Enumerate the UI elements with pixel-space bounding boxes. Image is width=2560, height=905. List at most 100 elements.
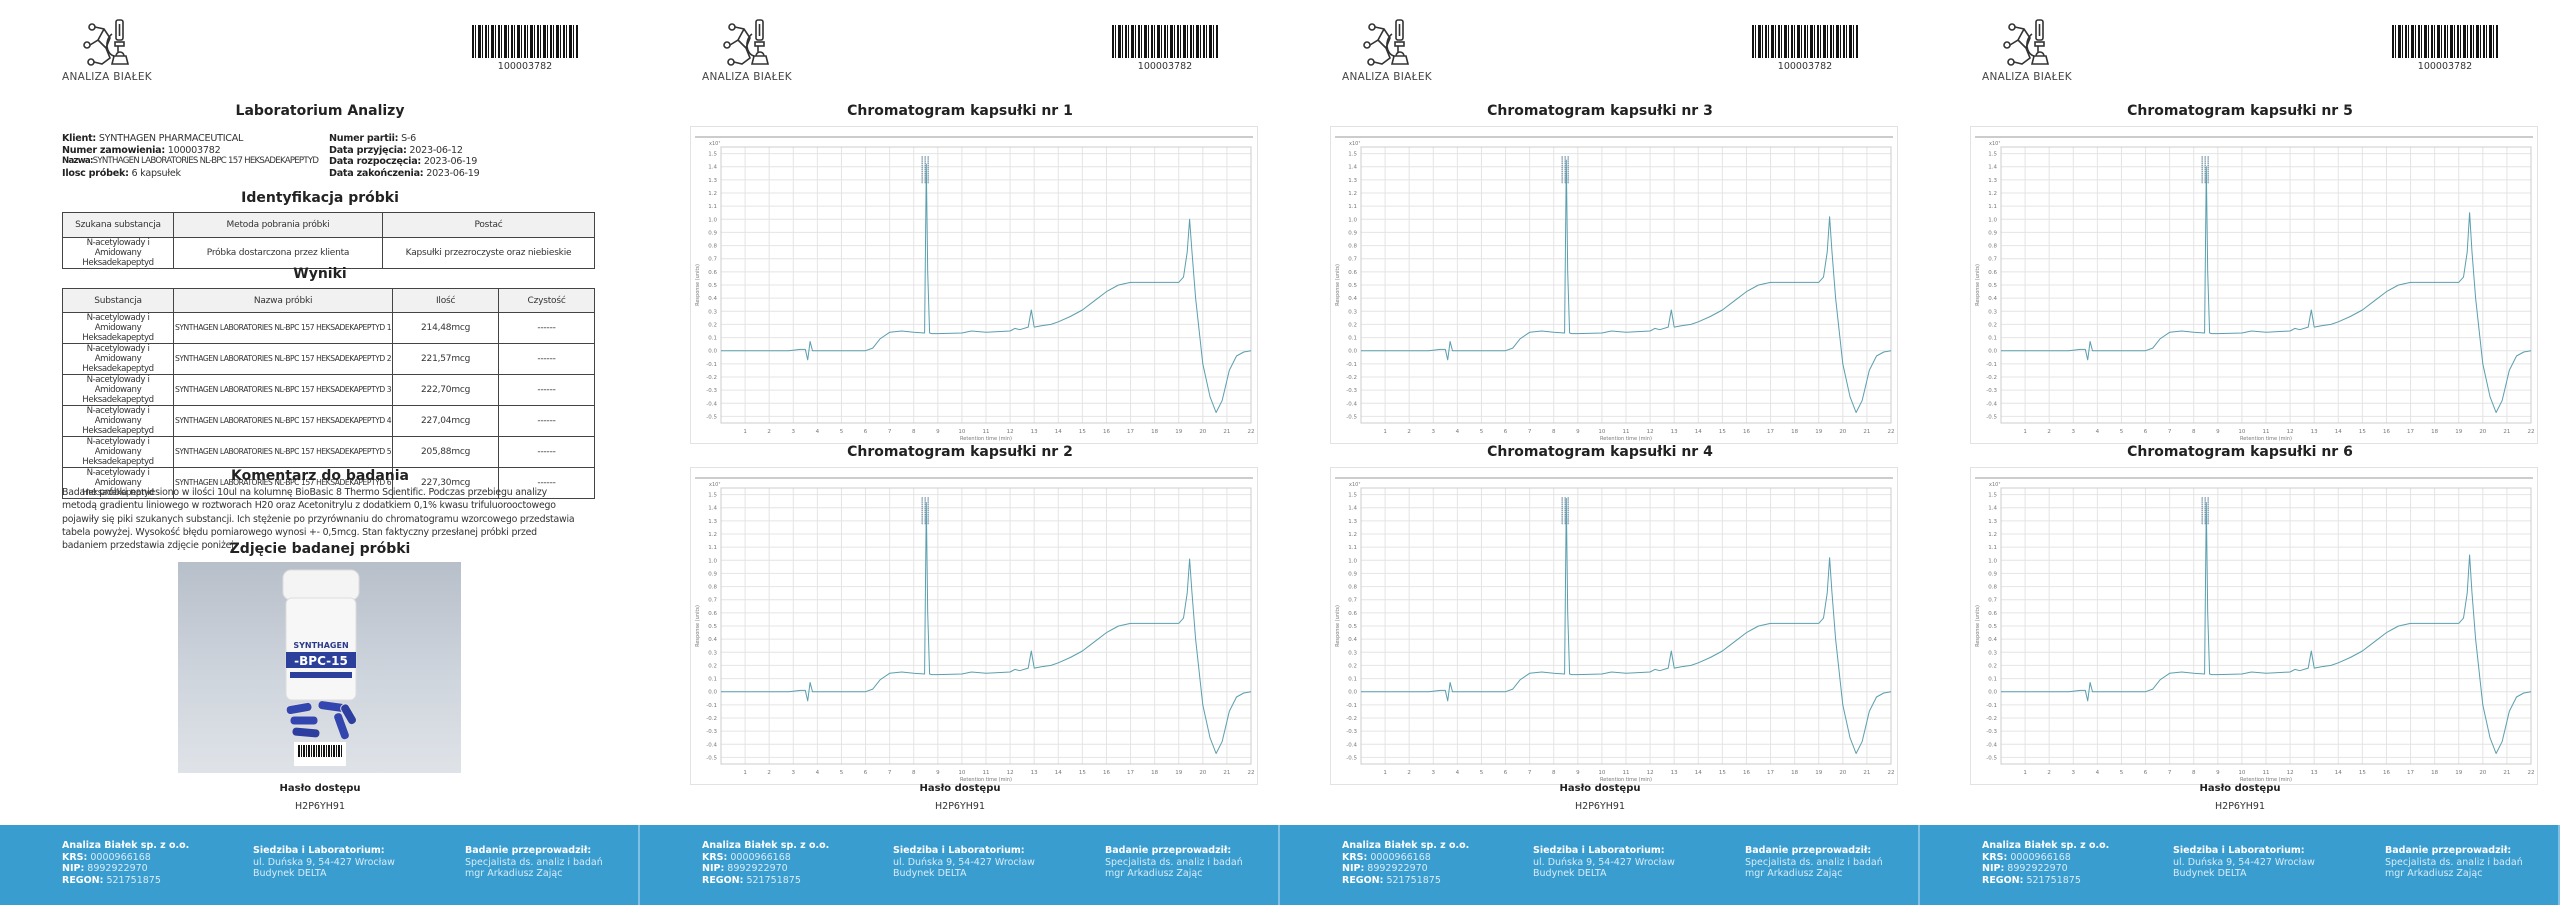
chromatogram-chart: 1 2 3 4 5 6 7 8 9 10 11 12 13 14 15 16 17 18 19 20 21 22 -0.5-…	[1330, 467, 1898, 785]
y-tick-label: -0.5	[706, 414, 717, 420]
table-cell: N-acetylowady i Amidowany Heksadekapepty…	[62, 312, 174, 344]
x-tick-label: 7	[2168, 770, 2172, 776]
x-tick-label: 13	[2311, 429, 2318, 435]
y-tick-label: 0.4	[708, 637, 717, 643]
y-tick-label: 0.8	[1348, 244, 1357, 250]
y-tick-label: 0.1	[1348, 336, 1357, 342]
y-tick-label: 0.9	[1348, 230, 1357, 236]
x-axis-label: Retention time (min)	[2240, 777, 2292, 783]
info-client: Klient: SYNTHAGEN PHARMACEUTICAL	[62, 133, 244, 144]
barcode-number: 100003782	[497, 61, 553, 72]
barcode-number: 100003782	[1137, 61, 1193, 72]
chart-svg: 1 2 3 4 5 6 7 8 9 10 11 12 13 14 15 16 17 18 19 20 21 22-0.5-…	[695, 477, 1255, 783]
svg-text:SYNTHAGEN: SYNTHAGEN	[293, 641, 348, 650]
x-tick-label: 13	[1031, 770, 1038, 776]
access-code: H2P6YH91	[1575, 801, 1625, 812]
report-page-2: ANALIZA BIAŁEK 100003782 Chromatogram ka…	[640, 0, 1280, 905]
x-tick-label: 16	[2383, 429, 2390, 435]
chart-title: Chromatogram kapsułki nr 3	[1487, 103, 1713, 119]
footer-conducted: Badanie przeprowadził: Specjalista ds. an…	[465, 845, 603, 879]
x-tick-label: 8	[912, 429, 916, 435]
y-tick-label: 0.0	[1348, 349, 1357, 355]
table-cell: SYNTHAGEN LABORATORIES NL-BPC 157 HEKSAD…	[172, 436, 394, 468]
x-tick-label: 2	[1407, 429, 1411, 435]
sample-photo: SYNTHAGEN -BPC-15	[178, 562, 461, 773]
y-tick-label: 1.1	[708, 204, 717, 210]
logo-text: ANALIZA BIAŁEK	[1342, 71, 1432, 83]
chart-title: Chromatogram kapsułki nr 4	[1487, 444, 1713, 460]
footer-address: Siedziba i Laboratorium: ul. Duńska 9, 54…	[893, 845, 1035, 879]
x-tick-label: 9	[936, 429, 940, 435]
x-tick-label: 14	[2335, 770, 2342, 776]
x-tick-label: 10	[958, 770, 965, 776]
chromatogram-chart: 1 2 3 4 5 6 7 8 9 10 11 12 13 14 15 16 17 18 19 20 21 22 -0.5-…	[1970, 467, 2538, 785]
table-cell: 227,04mcg	[392, 405, 500, 437]
x-tick-label: 3	[2072, 429, 2076, 435]
y-tick-label: 1.3	[1348, 178, 1357, 184]
barcode-number: 100003782	[1777, 61, 1833, 72]
access-code: H2P6YH91	[295, 801, 345, 812]
y-axis-label: Response (units)	[1335, 605, 1341, 647]
report-page-4: ANALIZA BIAŁEK 100003782 Chromatogram ka…	[1920, 0, 2560, 905]
x-tick-label: 5	[2120, 770, 2124, 776]
x-tick-label: 15	[1719, 429, 1726, 435]
y-tick-label: 0.9	[1988, 230, 1997, 236]
chromatogram-trace	[2001, 502, 2532, 754]
x-tick-label: 11	[1623, 770, 1630, 776]
y-tick-label: 0.9	[708, 230, 717, 236]
x-tick-label: 3	[792, 770, 796, 776]
x-tick-label: 2	[2047, 770, 2051, 776]
y-tick-label: 1.4	[1348, 165, 1357, 171]
x-tick-label: 2	[767, 429, 771, 435]
chromatogram-trace	[1361, 159, 1892, 413]
y-tick-label: 0.7	[1348, 257, 1357, 263]
y-tick-label: 0.9	[1348, 571, 1357, 577]
x-axis-label: Retention time (min)	[1600, 436, 1652, 442]
x-tick-label: 6	[2144, 429, 2148, 435]
y-tick-label: -0.2	[1986, 716, 1997, 722]
y-multiplier-label: x10⁷	[1989, 482, 2000, 488]
y-tick-label: 0.2	[708, 322, 717, 328]
x-tick-label: 19	[2455, 429, 2462, 435]
y-tick-label: 0.2	[1348, 663, 1357, 669]
x-tick-label: 11	[983, 770, 990, 776]
y-multiplier-label: x10⁷	[1349, 141, 1360, 147]
access-label: Hasło dostępu	[279, 783, 361, 794]
y-tick-label: -0.5	[1346, 755, 1357, 761]
table-header-row: Szukana substancja Metoda pobrania próbk…	[62, 212, 595, 238]
x-tick-label: 15	[2359, 429, 2366, 435]
table-cell: N-acetylowady i Amidowany Heksadekapepty…	[62, 374, 174, 406]
table-cell: SYNTHAGEN LABORATORIES NL-BPC 157 HEKSAD…	[172, 374, 394, 406]
x-axis-label: Retention time (min)	[2240, 436, 2292, 442]
table-row: N-acetylowady i Amidowany Heksadekapepty…	[62, 343, 595, 375]
y-tick-label: 0.6	[708, 611, 717, 617]
x-tick-label: 16	[1103, 770, 1110, 776]
y-tick-label: 0.8	[1348, 585, 1357, 591]
x-tick-label: 9	[2216, 429, 2220, 435]
x-tick-label: 7	[888, 429, 892, 435]
access-code: H2P6YH91	[2215, 801, 2265, 812]
x-tick-label: 9	[2216, 770, 2220, 776]
x-tick-label: 8	[1552, 770, 1556, 776]
x-tick-label: 7	[1528, 429, 1532, 435]
y-tick-label: 1.4	[1348, 506, 1357, 512]
table-header: Substancja	[62, 288, 174, 313]
footer: Analiza Białek sp. z o.o. KRS: 0000966168…	[1920, 825, 2560, 905]
x-tick-label: 21	[1863, 429, 1870, 435]
y-tick-label: 0.3	[1988, 309, 1997, 315]
x-tick-label: 12	[1007, 429, 1014, 435]
identification-title: Identyfikacja próbki	[241, 190, 399, 206]
x-tick-label: 4	[1456, 770, 1460, 776]
company-logo: ANALIZA BIAŁEK	[60, 18, 160, 88]
table-header-row: Substancja Nazwa próbki Ilość Czystość	[62, 288, 595, 313]
footer: Analiza Białek sp. z o.o. KRS: 0000966168…	[0, 825, 640, 905]
y-tick-label: -0.4	[706, 742, 717, 748]
y-tick-label: 0.1	[1988, 677, 1997, 683]
x-tick-label: 18	[1151, 770, 1158, 776]
x-tick-label: 5	[1480, 429, 1484, 435]
x-tick-label: 11	[2263, 770, 2270, 776]
y-tick-label: 1.0	[1988, 217, 1997, 223]
x-tick-label: 3	[2072, 770, 2076, 776]
x-tick-label: 8	[2192, 429, 2196, 435]
info-left: Klient: SYNTHAGEN PHARMACEUTICAL Numer z…	[62, 133, 319, 179]
